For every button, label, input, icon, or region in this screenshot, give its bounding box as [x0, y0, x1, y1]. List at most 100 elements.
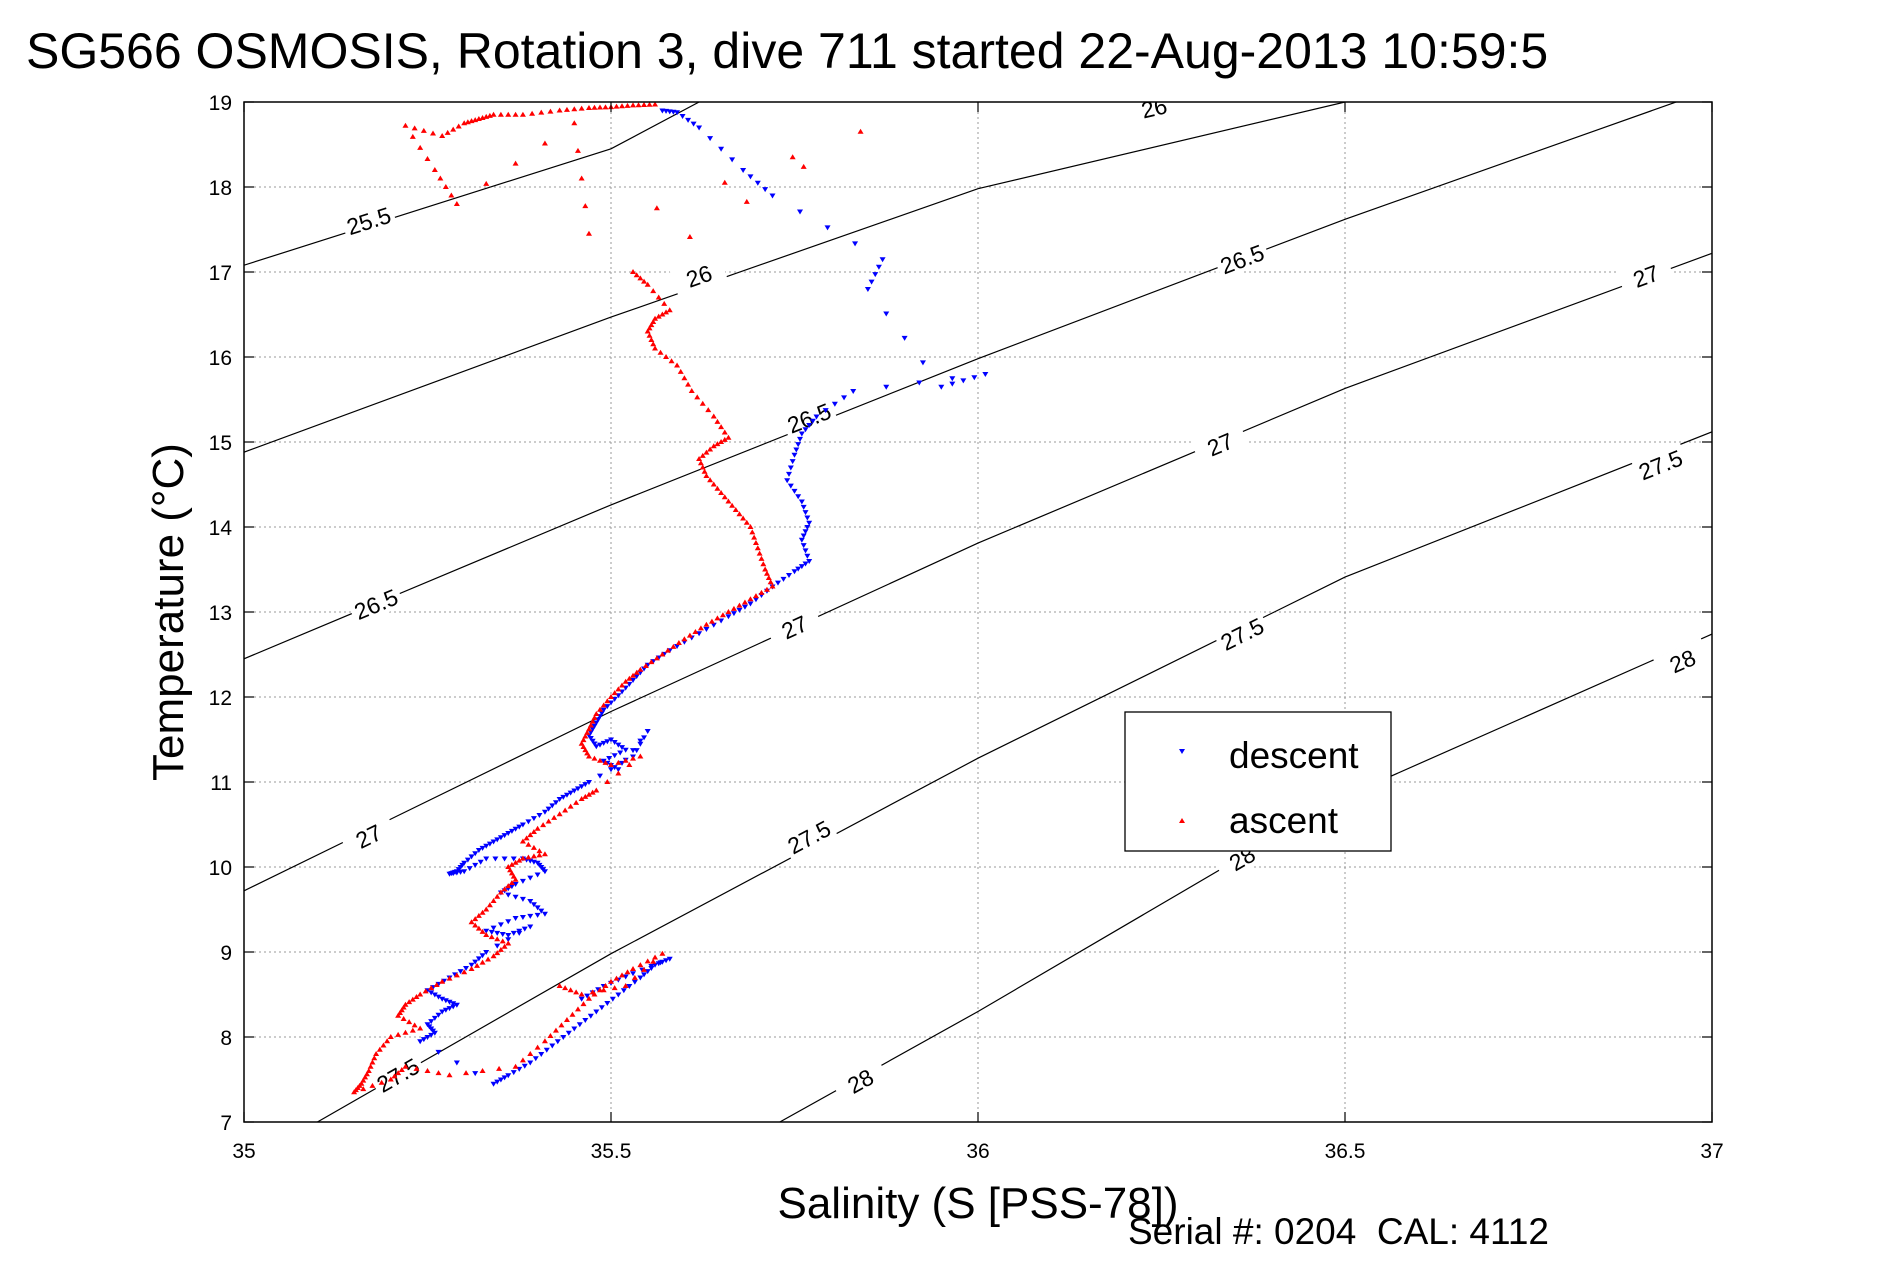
contour-label-bg	[1212, 236, 1271, 280]
descent-point	[578, 784, 585, 790]
descent-point	[501, 833, 508, 839]
descent-point	[608, 737, 614, 743]
ascent-point	[800, 163, 807, 169]
contour-label: 26.5	[784, 398, 835, 439]
contour-line-27-5	[317, 431, 1712, 1122]
ascent-point	[409, 996, 416, 1002]
descent-point	[521, 1063, 528, 1069]
descent-point	[730, 611, 737, 617]
ascent-point	[463, 1070, 470, 1076]
descent-point	[453, 1060, 460, 1066]
ascent-point	[428, 985, 435, 991]
descent-point	[633, 748, 640, 754]
descent-point	[472, 851, 479, 857]
descent-point	[450, 1004, 457, 1010]
descent-point	[549, 803, 556, 809]
ascent-point	[659, 311, 666, 317]
contour-line-28	[779, 633, 1712, 1122]
ascent-point	[721, 179, 728, 185]
descent-point	[527, 913, 534, 919]
ascent-point	[681, 636, 688, 642]
ascent-point	[587, 722, 594, 728]
y-tick-label: 17	[209, 262, 232, 285]
descent-point	[802, 529, 809, 535]
ascent-point	[512, 160, 519, 166]
descent-point	[804, 553, 811, 559]
descent-point	[600, 740, 607, 746]
contour-line-26-5	[244, 102, 1678, 660]
descent-point	[534, 872, 541, 878]
ascent-point	[369, 1059, 376, 1065]
ascent-point	[642, 662, 649, 668]
ascent-point	[376, 1046, 383, 1052]
ascent-point	[536, 848, 543, 854]
descent-point	[477, 859, 484, 865]
ascent-point	[653, 655, 660, 661]
ascent-point	[475, 116, 482, 121]
ascent-point	[591, 755, 598, 761]
descent-point	[600, 707, 607, 713]
ascent-point	[497, 889, 504, 895]
descent-point	[793, 447, 800, 453]
descent-point	[791, 452, 798, 458]
descent-point	[512, 826, 519, 832]
ascent-point	[710, 443, 717, 449]
ascent-point	[446, 975, 453, 981]
descent-point	[431, 992, 438, 998]
descent-point	[508, 884, 515, 890]
descent-point	[587, 730, 594, 736]
ascent-point	[725, 609, 732, 614]
ascent-point	[611, 985, 618, 991]
ascent-point	[626, 675, 633, 681]
ascent-point	[351, 1089, 358, 1095]
x-tick-label: 35	[232, 1140, 255, 1163]
descent-point	[729, 157, 736, 163]
ascent-point	[714, 418, 721, 424]
ascent-point	[754, 545, 761, 551]
descent-point	[620, 988, 627, 994]
descent-point	[797, 436, 804, 442]
descent-point	[800, 533, 807, 539]
descent-point	[472, 1071, 479, 1077]
descent-point	[615, 992, 622, 998]
ascent-point	[589, 789, 596, 795]
descent-point	[505, 831, 512, 836]
descent-point	[446, 1006, 453, 1012]
descent-point	[631, 979, 638, 985]
ascent-point	[431, 167, 438, 172]
descent-point	[831, 401, 838, 407]
ascent-point	[655, 294, 662, 300]
descent-point	[516, 930, 523, 936]
ascent-point	[519, 855, 526, 861]
descent-point	[582, 782, 589, 788]
descent-point	[453, 870, 460, 876]
ascent-point	[644, 328, 651, 334]
contour-label-bg	[669, 254, 728, 297]
ascent-point	[483, 113, 490, 119]
descent-point	[593, 1009, 600, 1015]
ascent-point	[707, 446, 714, 452]
ascent-point	[541, 140, 548, 146]
descent-point	[552, 800, 559, 806]
ascent-point	[688, 388, 695, 393]
ascent-point	[703, 449, 710, 455]
ascent-point	[760, 561, 767, 567]
y-tick-label: 10	[209, 857, 232, 880]
descent-point	[637, 975, 644, 981]
ascent-point	[483, 906, 490, 912]
descent-point	[747, 601, 754, 607]
y-tick-label: 19	[209, 92, 232, 115]
descent-point	[499, 931, 506, 937]
descent-point	[464, 857, 471, 863]
descent-point	[510, 930, 517, 936]
ascent-point	[571, 106, 578, 112]
ascent-point	[630, 755, 637, 761]
ascent-point	[413, 1065, 420, 1071]
ascent-point	[519, 111, 526, 117]
ascent-point	[637, 275, 644, 281]
data-markers	[351, 102, 989, 1095]
ascent-point	[406, 999, 413, 1005]
ascent-point	[479, 959, 486, 965]
descent-point	[785, 573, 792, 579]
ascent-point	[411, 125, 418, 131]
